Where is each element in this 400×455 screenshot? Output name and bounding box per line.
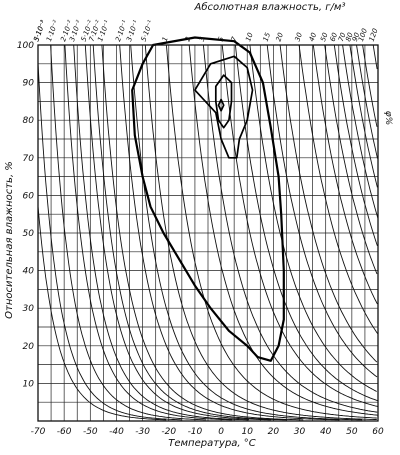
absolute-humidity-curve (50, 44, 207, 421)
absolute-humidity-curve (73, 44, 249, 421)
absolute-humidity-curve (37, 206, 167, 421)
absolute-humidity-label: 50 (319, 31, 330, 43)
right-axis-label: φ% (383, 111, 393, 126)
plot-frame (37, 44, 379, 422)
contour-outer (131, 36, 285, 362)
absolute-humidity-label: 60 (329, 31, 340, 43)
x-tick-label: 50 (346, 427, 358, 437)
x-tick-label: -50 (83, 427, 98, 437)
absolute-humidity-curves (37, 44, 379, 421)
absolute-humidity-curve (298, 44, 378, 334)
x-tick-label: -20 (161, 427, 176, 437)
absolute-humidity-curve (333, 44, 378, 247)
absolute-humidity-curve (202, 44, 378, 413)
x-tick-label: 30 (294, 427, 306, 437)
absolute-humidity-label: 40 (308, 31, 319, 43)
y-tick-label: 10 (23, 379, 35, 389)
absolute-humidity-label: 10 (244, 31, 255, 43)
x-tick-label: 60 (372, 427, 384, 437)
absolute-humidity-curve (130, 44, 363, 421)
x-tick-label: 0 (218, 427, 224, 437)
x-tick-label: 10 (242, 427, 254, 437)
absolute-humidity-curve (37, 62, 182, 421)
absolute-humidity-curve (372, 44, 378, 70)
y-tick-label: 60 (23, 191, 35, 201)
chart-title: Абсолютная влажность, г/м³ (194, 1, 346, 13)
absolute-humidity-curve (349, 44, 378, 188)
absolute-humidity-label: 1 (161, 36, 170, 43)
absolute-humidity-label: 90 (351, 31, 362, 43)
y-tick-label: 30 (23, 304, 35, 314)
absolute-humidity-curve (362, 44, 378, 127)
absolute-humidity-curve (266, 44, 378, 378)
grid (37, 44, 379, 422)
absolute-humidity-label: 15 (262, 31, 273, 43)
absolute-humidity-label: 120 (368, 27, 380, 43)
absolute-humidity-label: 20 (274, 31, 285, 43)
absolute-humidity-label: 2 (184, 35, 193, 42)
contours (131, 36, 285, 362)
y-tick-label: 40 (23, 267, 35, 277)
absolute-humidity-curve (64, 44, 233, 421)
x-tick-label: -70 (31, 427, 46, 437)
absolute-humidity-label: 7 (230, 35, 239, 42)
absolute-humidity-curve (312, 44, 378, 305)
absolute-humidity-curve (119, 44, 340, 421)
absolute-humidity-curve (234, 44, 379, 402)
x-tick-label: 20 (268, 427, 280, 437)
absolute-humidity-curve (188, 44, 378, 416)
x-tick-label: 40 (320, 427, 332, 437)
y-tick-label: 100 (17, 41, 34, 51)
x-tick-label: -30 (135, 427, 150, 437)
x-tick-label: -60 (57, 427, 72, 437)
absolute-humidity-curve (101, 44, 304, 421)
y-axis-label: Относительная влажность, % (4, 161, 15, 319)
y-tick-label: 70 (23, 154, 35, 164)
absolute-humidity-label: 70 (337, 31, 348, 43)
y-tick-label: 20 (23, 342, 35, 352)
absolute-humidity-curve (249, 44, 377, 392)
absolute-humidity-label: 5·10⁻¹ (140, 19, 155, 43)
contour-inner (214, 74, 233, 129)
absolute-humidity-labels: 3·10⁻³5·10⁻³1·10⁻² 2·10⁻²3·10⁻²5·10⁻²7·10… (32, 19, 379, 43)
absolute-humidity-curve (144, 44, 377, 420)
absolute-humidity-label: 1·10⁻² (45, 19, 60, 43)
x-tick-labels: -70 -60 -50 -40 -30 -20 -10 0 10 20 30 40 50 60 (31, 427, 384, 437)
absolute-humidity-label: 30 (293, 31, 304, 43)
absolute-humidity-curve (84, 44, 271, 421)
absolute-humidity-label: 5 (217, 35, 226, 42)
absolute-humidity-curve (279, 44, 378, 363)
y-tick-label: 90 (23, 79, 35, 89)
absolute-humidity-curve (165, 44, 377, 419)
absolute-humidity-curve (221, 44, 379, 407)
absolute-humidity-curve (92, 44, 287, 421)
x-tick-label: -40 (109, 427, 124, 437)
contour-core (217, 98, 225, 112)
absolute-humidity-curve (342, 44, 379, 219)
x-axis-label: Температура, °С (168, 438, 256, 449)
contour-middle (194, 55, 254, 159)
absolute-humidity-label: 3 (198, 36, 207, 43)
y-tick-label: 80 (23, 116, 35, 126)
x-tick-label: -10 (188, 427, 203, 437)
y-tick-labels: 10 20 30 40 50 60 70 80 90 100 (17, 41, 34, 389)
y-tick-label: 50 (23, 229, 35, 239)
absolute-humidity-curve (324, 44, 378, 275)
absolute-humidity-label: 80 (344, 31, 355, 43)
absolute-humidity-curve (356, 44, 378, 159)
